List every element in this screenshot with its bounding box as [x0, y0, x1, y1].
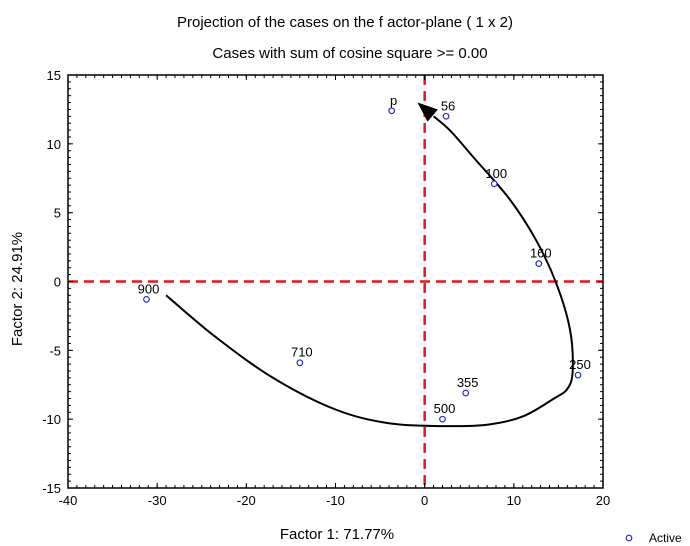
chart-subtitle: Cases with sum of cosine square >= 0.00: [212, 45, 487, 62]
axis-ticks: -40 -30 -20 -10 0 10 20 -15 -10 -5 0 5 10 15: [42, 68, 610, 508]
point-label: p: [390, 93, 397, 108]
point-label: 250: [569, 357, 591, 372]
legend-entry-active: Active: [649, 531, 682, 545]
x-tick-label: 20: [596, 493, 610, 508]
legend-marker: [625, 534, 633, 542]
trajectory-curve: [165, 115, 574, 428]
x-tick-label: -30: [148, 493, 167, 508]
x-tick-label: 10: [507, 493, 521, 508]
y-tick-label: -15: [42, 481, 61, 496]
data-point: [296, 359, 304, 367]
point-label: 100: [485, 166, 507, 181]
data-point: [535, 260, 543, 267]
reference-lines: [68, 75, 603, 488]
y-tick-label: 15: [47, 68, 61, 83]
x-axis-label: Factor 1: 71.77%: [280, 526, 394, 543]
y-axis-label: Factor 2: 24.91%: [9, 232, 26, 346]
data-point: [143, 296, 150, 303]
data-point: [574, 371, 582, 379]
y-tick-label: -10: [42, 412, 61, 427]
data-point: [462, 389, 470, 397]
chart-title: Projection of the cases on the f actor-p…: [177, 14, 513, 31]
data-point: [490, 180, 498, 188]
arrowhead-icon: [417, 102, 438, 122]
point-label: 160: [530, 246, 552, 261]
x-tick-label: 0: [421, 493, 428, 508]
y-tick-label: 5: [54, 206, 61, 221]
point-label: 500: [434, 401, 456, 416]
data-point: [442, 112, 450, 120]
y-tick-label: 10: [47, 137, 61, 152]
point-label: 56: [441, 98, 455, 113]
y-tick-label: -5: [49, 343, 61, 358]
point-label: 900: [138, 281, 160, 296]
data-point: [439, 415, 446, 423]
x-tick-label: -40: [59, 493, 78, 508]
y-tick-label: 0: [54, 275, 61, 290]
x-tick-label: -20: [237, 493, 256, 508]
legend: Active: [625, 531, 682, 545]
data-point: [388, 107, 396, 115]
x-tick-label: -10: [326, 493, 345, 508]
point-label: 355: [457, 375, 479, 390]
point-label: 710: [291, 345, 313, 360]
